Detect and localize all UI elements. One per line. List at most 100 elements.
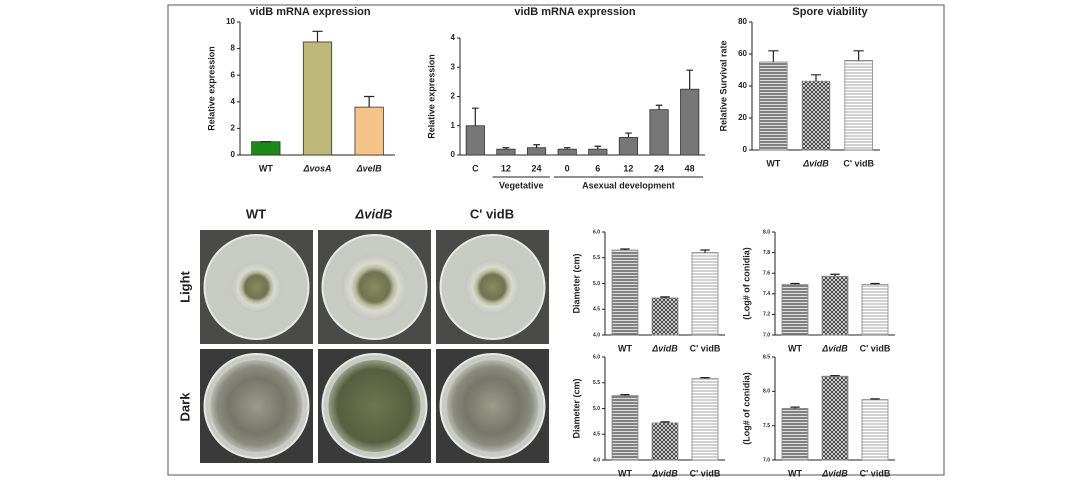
error-bar (870, 398, 880, 400)
y-tick-label: 3 (451, 62, 456, 71)
y-tick-label: 10 (226, 17, 235, 26)
colony (328, 360, 421, 452)
bar (861, 284, 889, 336)
colony (210, 360, 303, 452)
bar (465, 125, 485, 156)
y-tick-label: 6.0 (593, 229, 600, 235)
column-label: C' vidB (470, 206, 514, 221)
y-tick-label: 2 (451, 92, 456, 101)
bar (588, 148, 608, 156)
x-tick-label: 24 (654, 163, 664, 173)
bar (821, 275, 849, 336)
x-tick-label: ΔvidB (651, 468, 678, 478)
bar (651, 422, 679, 461)
x-tick-label: ΔvidB (802, 158, 829, 168)
x-tick-label: WT (618, 468, 632, 478)
colony (464, 259, 521, 315)
bar (354, 106, 384, 156)
error-bar (594, 145, 602, 150)
y-tick-label: 6.0 (593, 354, 600, 360)
bar (557, 148, 577, 156)
x-tick-label: WT (766, 158, 780, 168)
x-tick-label: 6 (595, 163, 600, 173)
y-tick-label: 4.0 (593, 457, 600, 463)
x-tick-label: ΔvidB (651, 343, 678, 353)
colony (341, 253, 408, 321)
row-label: Dark (177, 392, 192, 422)
colony (446, 360, 539, 452)
y-axis-label: (Log# of conidia) (741, 372, 751, 445)
bar (781, 408, 809, 461)
bar (781, 284, 809, 336)
bar (302, 41, 333, 156)
bar (861, 399, 889, 461)
bar (801, 80, 831, 151)
group-label: Asexual development (582, 180, 675, 190)
chart-title: vidB mRNA expression (249, 6, 371, 18)
y-tick-label: 20 (738, 113, 747, 122)
y-tick-label: 1 (451, 121, 456, 130)
y-axis-label: (Log# of conidia) (741, 247, 751, 320)
error-bar (870, 282, 880, 285)
bar (651, 297, 679, 336)
error-bar (811, 74, 821, 82)
error-bar (563, 147, 571, 150)
x-tick-label: 12 (501, 163, 511, 173)
frame (167, 4, 945, 476)
error-bar (686, 69, 693, 90)
bar (844, 60, 873, 151)
error-bar (620, 393, 630, 396)
y-tick-label: 7.0 (763, 332, 770, 338)
colony (231, 261, 282, 313)
y-tick-label: 8.0 (763, 229, 770, 235)
chart-title: vidB mRNA expression (514, 6, 636, 18)
group-label: Vegetative (499, 180, 544, 190)
y-tick-label: 4 (451, 33, 456, 42)
x-tick-label: WT (788, 343, 802, 353)
y-tick-label: 8.0 (763, 389, 770, 395)
x-tick-label: ΔvelB (356, 163, 383, 173)
error-bar (853, 50, 864, 61)
photo-panel: WT ΔvidB C' vidB Light Dark (177, 206, 549, 463)
bar (680, 88, 700, 156)
y-tick-label: 6 (231, 70, 236, 79)
bar (496, 148, 516, 156)
error-bar (830, 374, 840, 377)
y-tick-label: 60 (738, 49, 747, 58)
column-label: WT (246, 206, 266, 221)
x-tick-label: C' vidB (843, 158, 874, 168)
x-tick-label: C' vidB (690, 343, 721, 353)
x-tick-label: 24 (532, 163, 542, 173)
x-tick-label: 12 (623, 163, 633, 173)
y-tick-label: 7.4 (763, 291, 770, 297)
y-tick-label: 5.5 (593, 255, 600, 261)
y-tick-label: 8 (231, 44, 236, 53)
y-tick-label: 4.5 (593, 432, 600, 438)
bar (611, 249, 639, 336)
y-tick-label: 80 (738, 17, 747, 26)
x-tick-label: 0 (565, 163, 570, 173)
x-tick-label: WT (788, 468, 802, 478)
y-axis-label: Relative expression (206, 46, 216, 131)
y-tick-label: 8.5 (763, 354, 770, 360)
error-bar (502, 147, 510, 150)
error-bar (700, 377, 710, 379)
bar (611, 395, 639, 461)
error-bar (620, 248, 630, 251)
error-bar (790, 282, 800, 285)
x-tick-label: ΔvidB (821, 468, 848, 478)
error-bar (533, 144, 540, 148)
y-tick-label: 40 (738, 81, 747, 90)
bar (821, 375, 849, 461)
error-bar (768, 50, 779, 62)
column-label: ΔvidB (355, 206, 393, 221)
y-tick-label: 5.0 (593, 281, 600, 287)
error-bar (830, 273, 840, 277)
y-axis-label: Diameter (cm) (571, 253, 581, 313)
y-tick-label: 5.0 (593, 406, 600, 412)
bar (759, 61, 788, 151)
y-tick-label: 7.6 (763, 271, 770, 277)
y-tick-label: 2 (231, 124, 236, 133)
error-bar (625, 132, 632, 138)
